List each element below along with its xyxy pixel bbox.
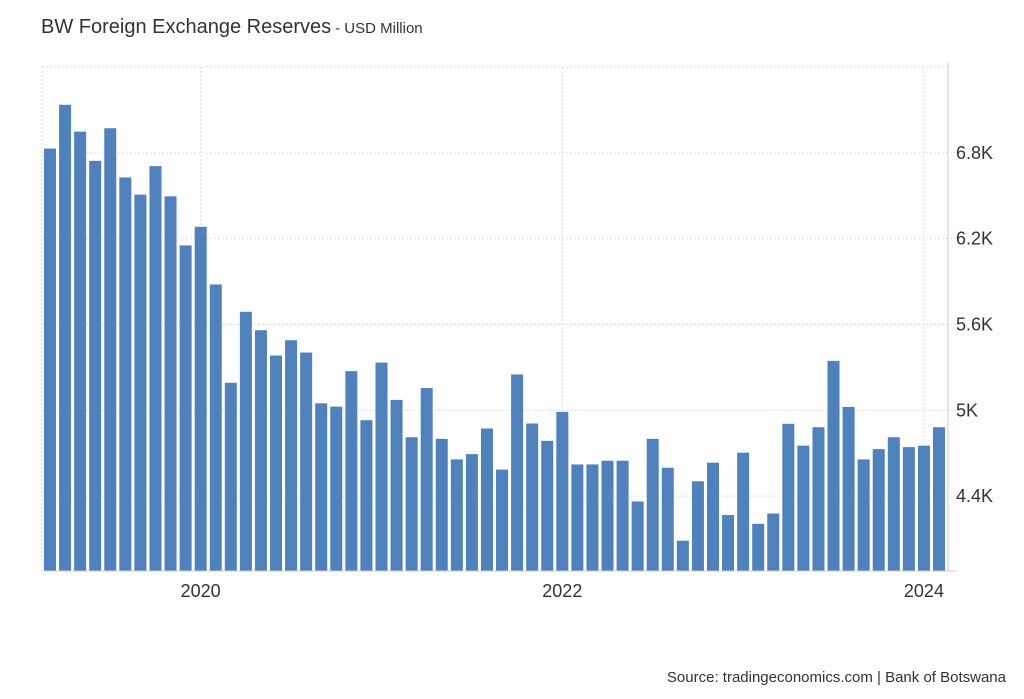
bar xyxy=(571,464,584,571)
chart-title-main: BW Foreign Exchange Reserves xyxy=(41,16,332,38)
bar xyxy=(345,371,358,571)
bar xyxy=(74,131,87,571)
bar xyxy=(872,449,885,571)
y-tick-label: 6.8K xyxy=(956,143,993,163)
bar xyxy=(450,459,463,571)
bar xyxy=(706,462,719,571)
bar xyxy=(601,460,614,571)
bar xyxy=(360,420,373,571)
bar-series xyxy=(44,104,945,572)
bar xyxy=(691,481,704,571)
bar xyxy=(44,148,56,572)
bar xyxy=(239,311,252,571)
axes xyxy=(42,63,956,572)
bar xyxy=(179,245,192,571)
bar xyxy=(933,427,945,571)
bar xyxy=(526,423,539,571)
bar xyxy=(149,166,162,571)
bar xyxy=(917,445,930,571)
x-axis-labels: 2020 2022 2024 xyxy=(181,581,944,601)
y-tick-label: 4.4K xyxy=(956,486,993,506)
bar xyxy=(405,437,418,571)
x-tick-label: 2024 xyxy=(904,581,944,601)
bar xyxy=(59,104,72,572)
bar xyxy=(375,362,388,571)
bar xyxy=(194,226,207,572)
bar xyxy=(496,469,509,571)
y-tick-label: 5K xyxy=(956,400,978,420)
bar xyxy=(737,452,750,571)
chart-title-unit: - USD Million xyxy=(335,20,423,37)
bar xyxy=(541,440,554,571)
bar xyxy=(767,513,780,571)
bar xyxy=(887,437,900,571)
bar xyxy=(480,428,493,571)
bar xyxy=(842,406,855,571)
bar xyxy=(209,284,222,571)
bar xyxy=(827,360,840,571)
bar xyxy=(224,382,237,571)
bar xyxy=(254,330,267,571)
x-tick-label: 2020 xyxy=(181,581,221,601)
bar xyxy=(164,196,177,571)
bar xyxy=(390,399,403,571)
bar xyxy=(330,406,343,571)
y-axis-labels: 4.4K 5K 5.6K 6.2K 6.8K xyxy=(956,143,993,506)
bar xyxy=(300,352,313,571)
bar xyxy=(782,423,795,571)
chart-title: BW Foreign Exchange Reserves - USD Millio… xyxy=(41,16,423,39)
bar xyxy=(285,340,298,571)
bar xyxy=(752,523,765,571)
bar xyxy=(586,464,599,571)
bar xyxy=(104,128,117,572)
bar xyxy=(511,374,524,571)
y-tick-label: 6.2K xyxy=(956,229,993,249)
bar xyxy=(631,501,644,571)
source-credit: Source: tradingeconomics.com | Bank of B… xyxy=(666,669,1006,686)
bar xyxy=(315,403,328,571)
bar xyxy=(812,427,825,571)
bar xyxy=(89,160,102,571)
bar xyxy=(270,355,283,571)
bar xyxy=(902,447,915,571)
bar xyxy=(646,438,659,571)
bar xyxy=(435,438,448,571)
bar xyxy=(857,459,870,571)
bar xyxy=(119,177,132,571)
bar xyxy=(722,515,735,571)
bar xyxy=(420,388,433,571)
bar xyxy=(797,445,810,571)
y-tick-label: 5.6K xyxy=(956,315,993,335)
bar xyxy=(616,460,629,571)
bar xyxy=(465,454,478,571)
bar xyxy=(556,411,569,571)
bar xyxy=(661,467,674,571)
bar xyxy=(134,194,147,572)
x-tick-label: 2022 xyxy=(542,581,582,601)
bar xyxy=(676,540,689,571)
